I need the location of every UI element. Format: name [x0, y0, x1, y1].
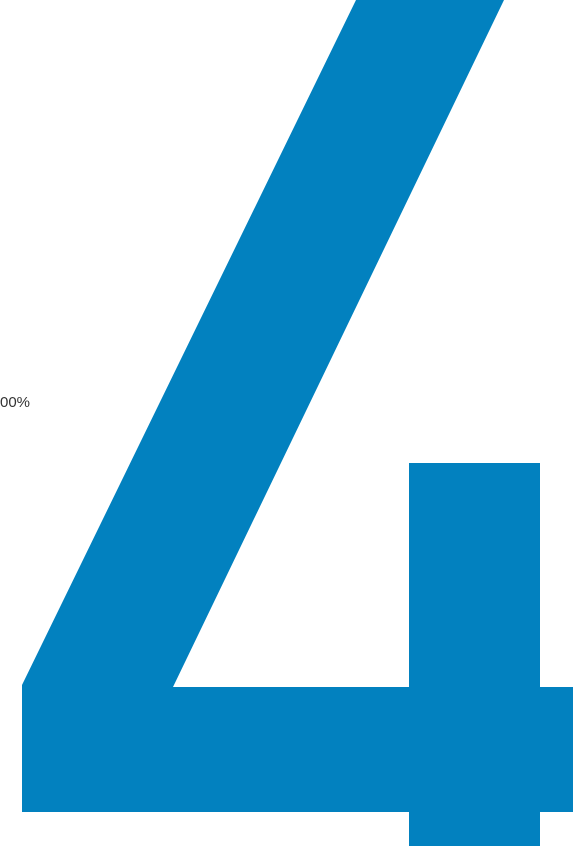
percent-label: 00%: [0, 394, 31, 411]
four-numeral-shape: [22, 0, 573, 846]
